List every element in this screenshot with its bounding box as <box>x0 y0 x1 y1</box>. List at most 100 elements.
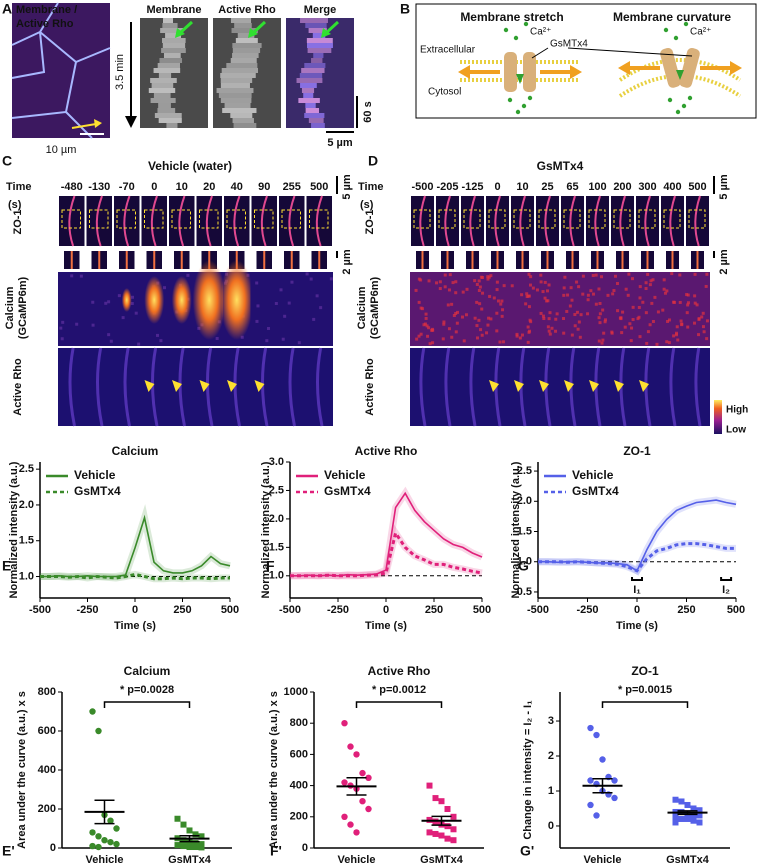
y-tick-label: 200 <box>38 803 56 815</box>
time-value: 20 <box>203 181 215 193</box>
time-value: 400 <box>663 181 681 193</box>
noise <box>693 272 697 276</box>
noise <box>265 339 269 343</box>
kymo-band <box>300 18 328 23</box>
data-point <box>672 814 679 821</box>
error-bar <box>592 777 613 794</box>
ion <box>503 27 509 33</box>
kymo-band <box>153 93 171 98</box>
data-point <box>89 842 96 850</box>
signal <box>220 260 254 340</box>
signal <box>144 276 165 324</box>
noise <box>550 326 554 330</box>
noise <box>539 273 543 277</box>
chart-title: Calcium <box>124 664 171 678</box>
noise <box>496 299 500 303</box>
tile <box>535 272 560 346</box>
noise <box>488 294 492 298</box>
data-point <box>353 751 360 758</box>
kymo-band <box>298 98 320 103</box>
data-point <box>174 815 181 822</box>
noise <box>646 330 650 334</box>
noise <box>586 298 590 302</box>
image-title: Membrane / <box>16 4 77 16</box>
noise <box>661 308 665 312</box>
noise <box>465 287 469 291</box>
arrowhead <box>227 380 237 392</box>
junction <box>150 195 158 247</box>
legend-label: GsMTx4 <box>572 484 619 498</box>
junction <box>419 347 427 427</box>
series-line <box>40 572 230 581</box>
time-value: 40 <box>231 181 243 193</box>
noise <box>676 338 680 342</box>
noise <box>510 284 514 288</box>
kymo-band <box>220 83 250 88</box>
noise <box>597 339 601 343</box>
noise <box>109 339 113 343</box>
kymo-band <box>161 48 186 53</box>
noise <box>281 337 285 341</box>
significance-bracket <box>355 701 443 708</box>
ion <box>527 95 533 101</box>
tile <box>661 196 684 246</box>
data-point <box>365 774 372 781</box>
data-point <box>341 779 348 786</box>
data-point <box>174 842 181 849</box>
noise <box>430 328 434 332</box>
ion <box>687 95 693 101</box>
noise <box>653 295 657 299</box>
time-label: (s) <box>360 199 374 211</box>
kymo-band <box>151 83 174 88</box>
data-point <box>95 833 102 840</box>
noise <box>573 313 577 317</box>
noise <box>487 275 491 279</box>
noise <box>283 314 287 318</box>
tile <box>435 272 460 346</box>
arrowhead <box>172 380 182 392</box>
data-point <box>444 806 451 812</box>
junction <box>519 195 526 247</box>
noise <box>461 290 465 294</box>
ion <box>675 109 681 115</box>
noise <box>562 286 566 290</box>
noise <box>665 340 669 344</box>
noise <box>644 281 648 285</box>
arrow-head <box>248 28 258 38</box>
kymo-band <box>158 118 182 123</box>
channel <box>679 47 700 88</box>
noise <box>581 274 585 278</box>
panel-label: G <box>518 558 529 574</box>
data-point <box>186 844 193 851</box>
noise <box>480 333 484 337</box>
legend-label: GsMTx4 <box>324 484 371 498</box>
data-point <box>186 827 193 834</box>
y-tick-label: 600 <box>38 725 56 737</box>
y-tick-label: 800 <box>290 717 308 729</box>
data-point <box>690 812 697 819</box>
noise <box>591 292 595 296</box>
noise <box>424 312 428 316</box>
noise <box>256 304 260 308</box>
kymo-band <box>234 23 252 28</box>
noise <box>566 293 570 297</box>
tile <box>411 196 434 246</box>
noise <box>451 281 455 285</box>
chart-title: Active Rho <box>355 444 418 458</box>
diagram-title: Membrane curvature <box>613 10 731 24</box>
ion-label: Ca²⁺ <box>530 27 551 38</box>
kymo-band <box>232 48 261 53</box>
time-value: -205 <box>436 181 458 193</box>
noise <box>473 316 477 320</box>
data-point <box>672 796 679 803</box>
noise <box>630 277 634 281</box>
junction <box>233 195 241 247</box>
noise <box>424 316 428 320</box>
y-axis-label: Area under the curve (a.u.) x s <box>16 691 28 849</box>
noise <box>480 307 484 311</box>
tile <box>686 196 709 246</box>
diagram-label: GsMTx4 <box>550 39 588 50</box>
kymo-band <box>311 58 323 63</box>
noise <box>454 291 458 295</box>
noise <box>630 326 634 330</box>
